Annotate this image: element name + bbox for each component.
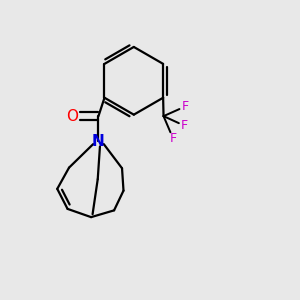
Text: F: F — [182, 100, 189, 113]
Text: F: F — [169, 132, 176, 145]
Text: F: F — [181, 119, 188, 132]
Text: N: N — [92, 134, 105, 149]
Text: O: O — [67, 109, 79, 124]
